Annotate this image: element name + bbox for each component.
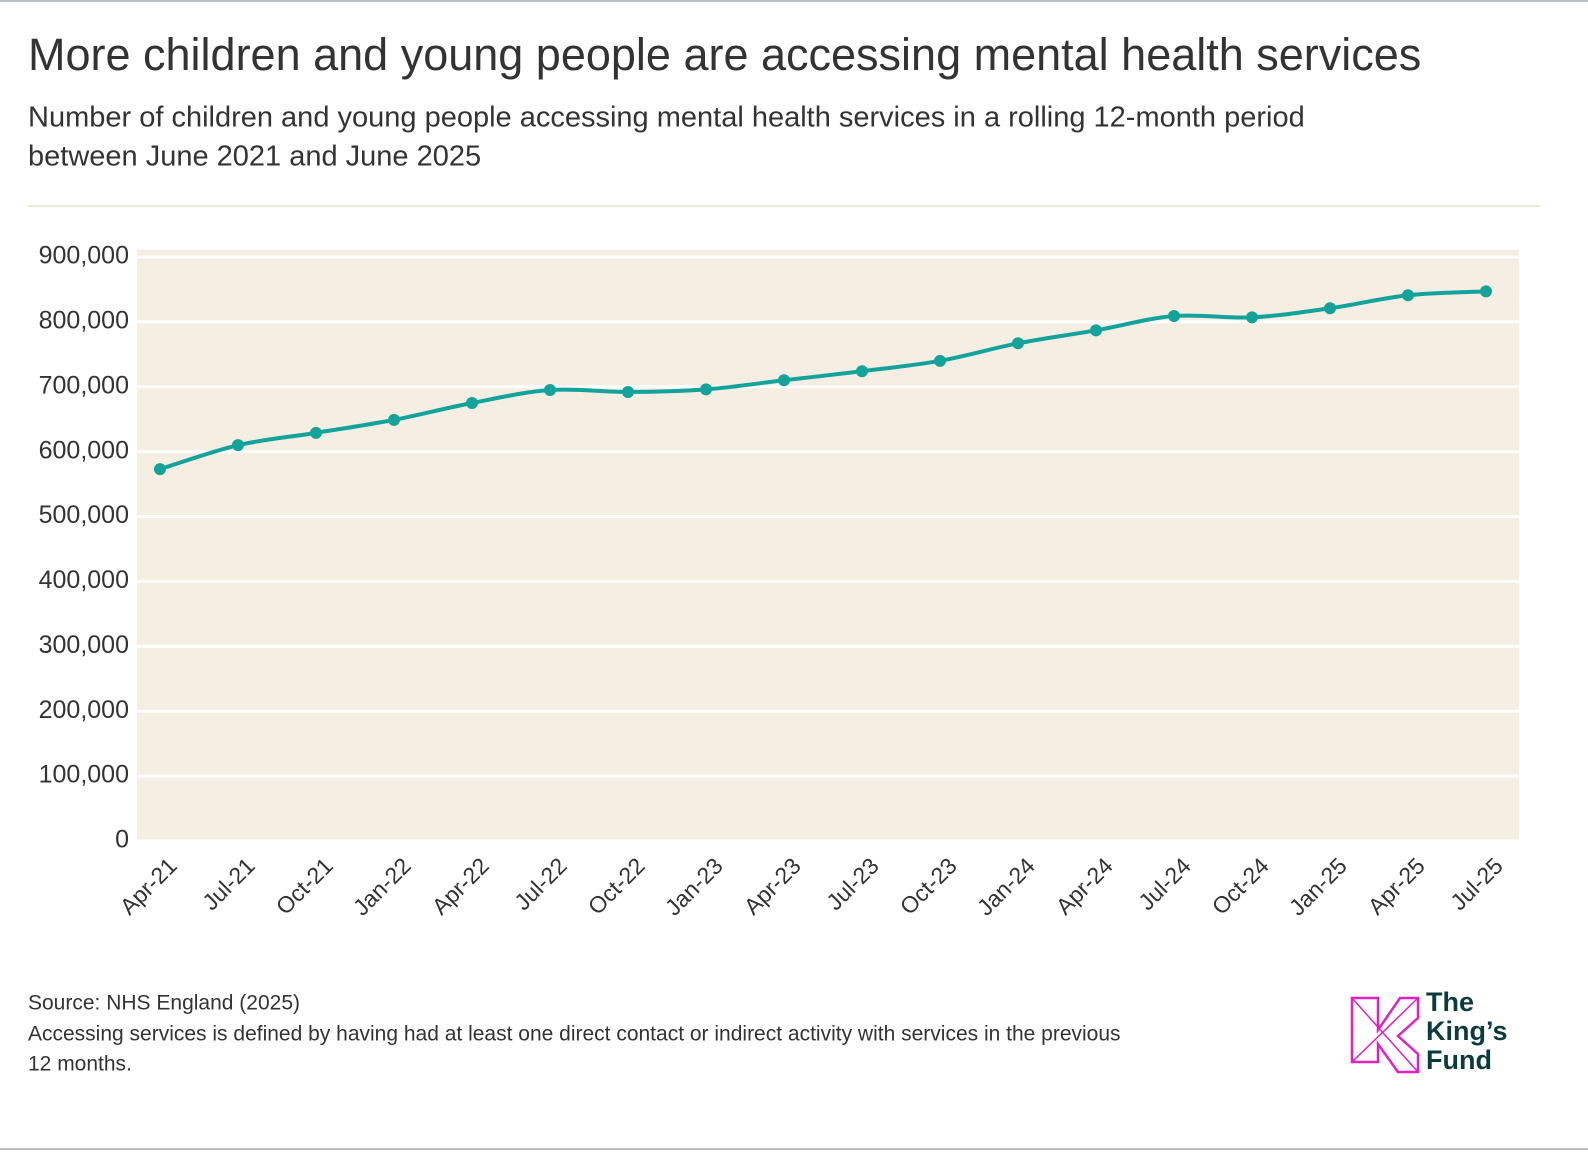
x-tick-label: Apr-24 xyxy=(1051,852,1118,919)
chart-title: More children and young people are acces… xyxy=(28,29,1421,80)
x-tick-label: Apr-22 xyxy=(427,852,494,919)
logo-text: King’s xyxy=(1426,1016,1508,1046)
x-tick-label: Jan-23 xyxy=(660,852,728,920)
point xyxy=(544,384,556,397)
x-tick-label: Jul-23 xyxy=(821,852,884,915)
y-tick-label: 400,000 xyxy=(39,566,129,594)
point xyxy=(232,439,244,452)
x-tick-label: Oct-21 xyxy=(271,852,338,919)
note: Accessing services is defined by having … xyxy=(28,1023,1121,1046)
point xyxy=(1168,310,1180,323)
point xyxy=(856,365,868,378)
x-tick-label: Oct-23 xyxy=(895,852,962,919)
x-tick-label: Oct-22 xyxy=(583,852,650,919)
y-tick-label: 200,000 xyxy=(39,696,129,724)
point xyxy=(934,354,946,367)
point xyxy=(1402,289,1414,302)
point xyxy=(1090,324,1102,337)
y-tick-label: 700,000 xyxy=(39,371,129,399)
point xyxy=(388,413,400,426)
x-tick-label: Jan-22 xyxy=(348,852,416,920)
plot-area xyxy=(137,250,1519,841)
point xyxy=(778,374,790,387)
x-tick-label: Jul-21 xyxy=(197,852,260,915)
y-tick-label: 600,000 xyxy=(39,436,129,464)
point xyxy=(1012,337,1024,350)
point xyxy=(466,397,478,409)
y-tick-label: 0 xyxy=(115,826,129,854)
point xyxy=(700,383,712,396)
logo-text: The xyxy=(1426,987,1474,1017)
logo-mark xyxy=(1351,997,1419,1073)
y-tick-label: 900,000 xyxy=(39,242,129,270)
x-tick-label: Jul-24 xyxy=(1133,852,1196,915)
logo-mark xyxy=(1350,996,1420,1074)
note: 12 months. xyxy=(28,1053,132,1076)
point xyxy=(1480,285,1492,298)
x-tick-label: Apr-21 xyxy=(115,852,182,919)
point xyxy=(310,426,322,439)
point xyxy=(1246,311,1258,324)
x-tick-label: Apr-25 xyxy=(1363,852,1430,919)
chart-subtitle: between June 2021 and June 2025 xyxy=(28,141,481,173)
logo-text: Fund xyxy=(1426,1045,1492,1075)
x-tick-label: Oct-24 xyxy=(1207,852,1274,919)
point xyxy=(154,463,166,476)
point xyxy=(622,385,634,398)
source: Source: NHS England (2025) xyxy=(28,992,300,1015)
x-tick-label: Jan-25 xyxy=(1284,852,1352,920)
chart-subtitle: Number of children and young people acce… xyxy=(28,102,1305,134)
logo: The King’s Fund xyxy=(1350,987,1508,1075)
y-tick-label: 300,000 xyxy=(39,631,129,659)
x-tick-label: Jan-24 xyxy=(972,852,1040,920)
y-tick-label: 100,000 xyxy=(39,761,129,789)
y-tick-label: 800,000 xyxy=(39,306,129,334)
x-tick-label: Jul-25 xyxy=(1445,852,1508,915)
x-tick-label: Jul-22 xyxy=(509,852,572,915)
x-tick-label: Apr-23 xyxy=(739,852,806,919)
point xyxy=(1324,302,1336,315)
y-tick-label: 500,000 xyxy=(39,501,129,529)
